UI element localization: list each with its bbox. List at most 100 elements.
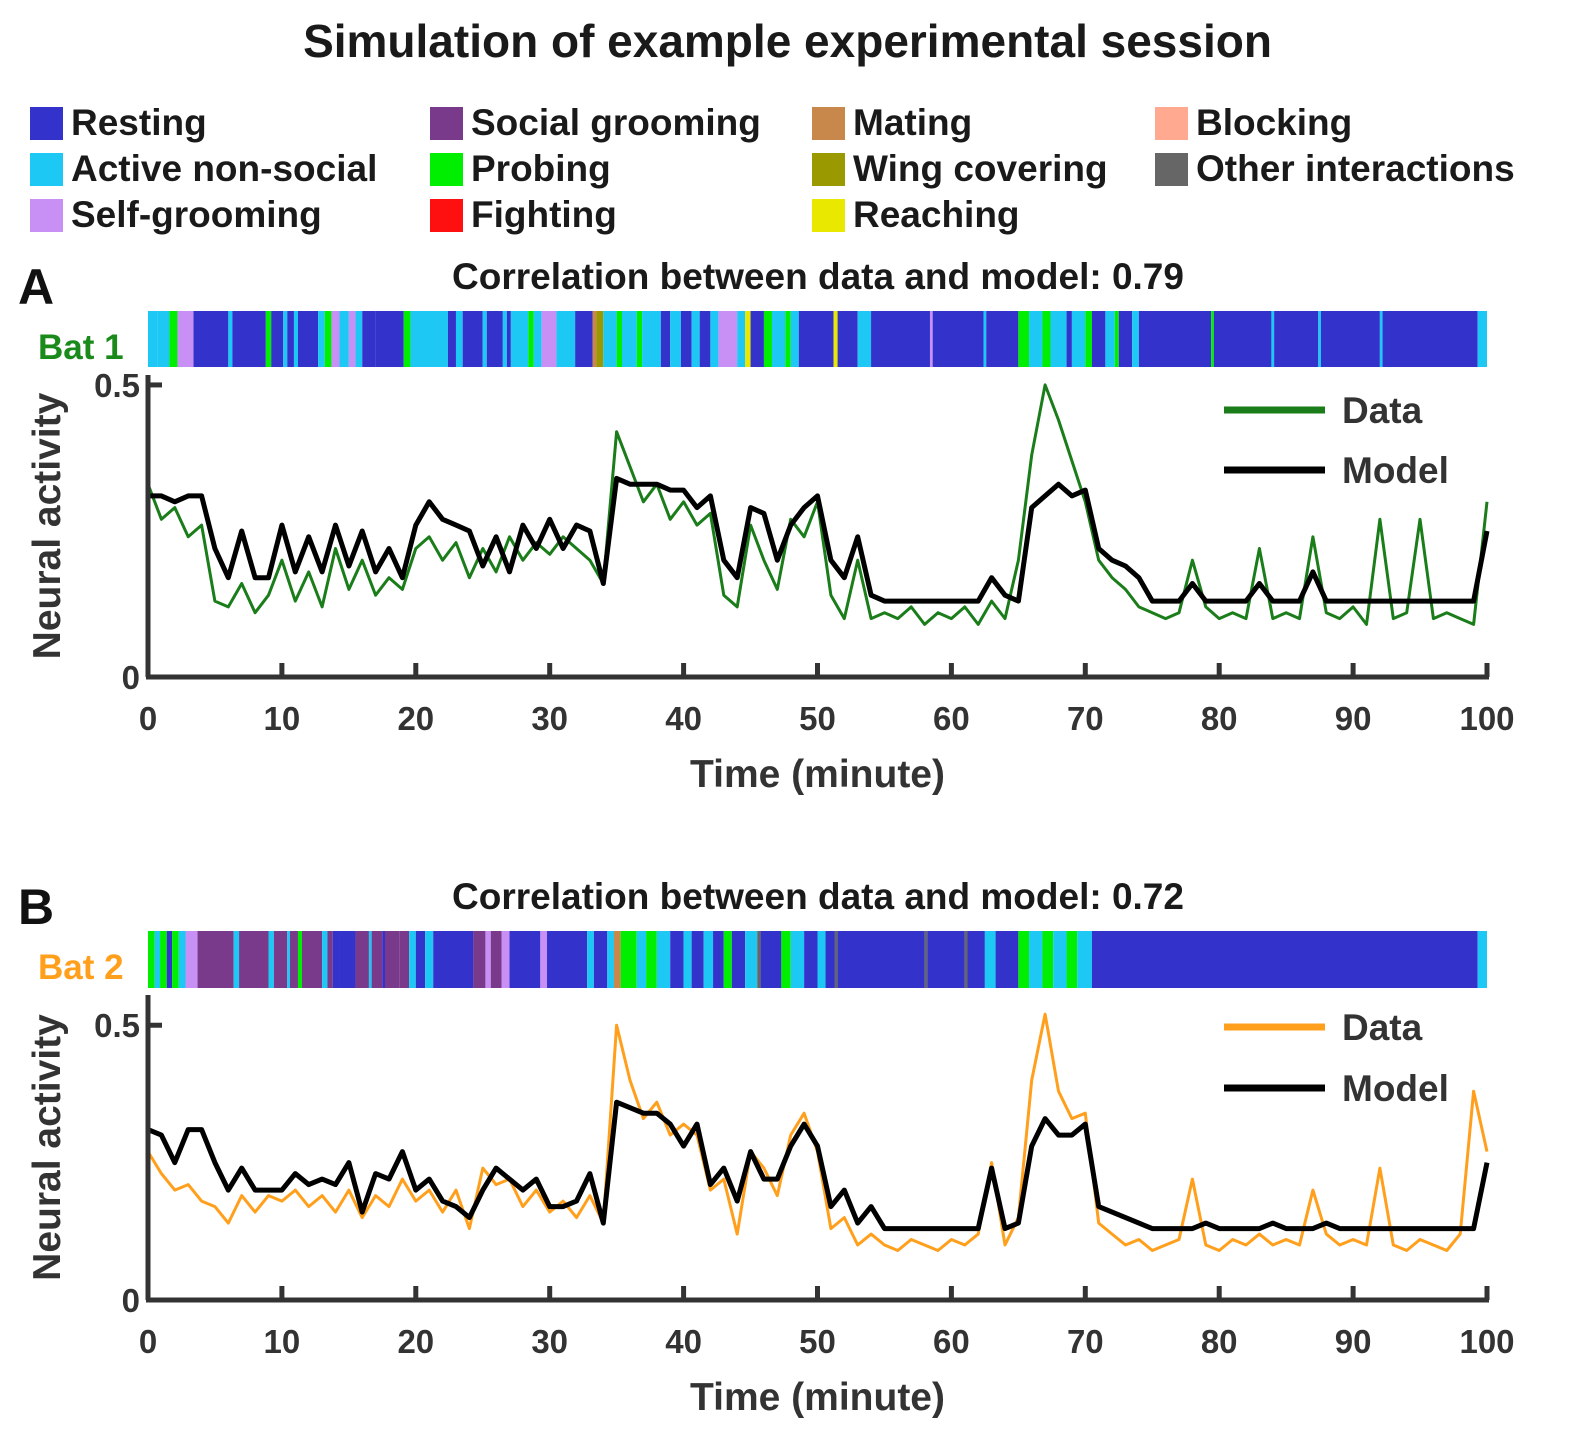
behavior-segment <box>737 311 746 367</box>
behavior-segment <box>1477 311 1487 367</box>
legend-swatch <box>1155 152 1188 186</box>
behavior-segment <box>790 311 799 367</box>
behavior-bar <box>148 931 1487 988</box>
behavior-segment <box>1042 311 1051 367</box>
legend-label: Mating <box>853 102 973 143</box>
behavior-segment <box>771 311 786 367</box>
behavior-segment <box>1050 311 1067 367</box>
behavior-segment <box>268 931 274 988</box>
x-axis-label: Time (minute) <box>690 753 945 796</box>
behavior-segment <box>924 931 928 988</box>
y-tick-label: 0 <box>122 659 140 696</box>
legend-label: Probing <box>471 148 611 189</box>
x-tick-label: 50 <box>799 700 836 737</box>
x-tick-label: 40 <box>665 700 702 737</box>
behavior-segment <box>593 931 608 988</box>
behavior-segment <box>233 931 240 988</box>
behavior-segment <box>228 311 233 367</box>
behavior-segment <box>547 931 588 988</box>
behavior-segment <box>983 311 987 367</box>
figure-title: Simulation of example experimental sessi… <box>303 15 1272 67</box>
x-tick-label: 80 <box>1201 1323 1238 1360</box>
behavior-segment <box>177 311 194 367</box>
behavior-segment <box>385 931 400 988</box>
behavior-segment <box>837 931 925 988</box>
panel-b-title: Correlation between data and model: 0.72 <box>452 876 1184 917</box>
behavior-segment <box>592 311 597 367</box>
behavior-segment <box>723 931 732 988</box>
legend-swatch <box>430 198 463 232</box>
bat-1-label: Bat 1 <box>38 328 124 367</box>
behavior-segment <box>1274 311 1319 367</box>
legend-swatch <box>812 152 845 186</box>
behavior-segment <box>324 311 332 367</box>
x-tick-label: 30 <box>531 1323 568 1360</box>
behavior-segment <box>1379 311 1383 367</box>
behavior-segment <box>485 931 491 988</box>
behavior-segment <box>197 931 234 988</box>
behavior-segment <box>986 311 1019 367</box>
legend-label-model: Model <box>1342 450 1449 491</box>
y-axis-label: Neural activity <box>26 1014 69 1281</box>
behavior-segment <box>1077 931 1092 988</box>
legend-label: Self-grooming <box>71 194 322 235</box>
behavior-segment <box>1105 311 1115 367</box>
behavior-segment <box>362 311 376 367</box>
behavior-segment <box>410 311 448 367</box>
behavior-segment <box>927 931 965 988</box>
behavior-segment <box>403 311 411 367</box>
behavior-segment <box>339 311 349 367</box>
behavior-segment <box>1477 931 1487 988</box>
behavior-segment <box>355 931 369 988</box>
behavior-segment <box>528 311 534 367</box>
behavior-segment <box>166 931 173 988</box>
behavior-segment <box>1018 931 1030 988</box>
behavior-segment <box>490 931 502 988</box>
behavior-segment <box>1085 311 1092 367</box>
panel-a-title: Correlation between data and model: 0.79 <box>452 256 1184 297</box>
legend-item-mating: Mating <box>812 102 972 144</box>
behavior-segment <box>642 311 661 367</box>
legend-item-resting: Resting <box>30 102 207 144</box>
legend-label-data: Data <box>1342 390 1423 431</box>
behavior-segment <box>660 311 671 367</box>
behavior-segment <box>596 311 604 367</box>
legend-label: Resting <box>71 102 207 143</box>
behavior-segment <box>501 931 510 988</box>
behavior-segment <box>556 311 576 367</box>
x-tick-label: 10 <box>264 700 301 737</box>
behavior-segment <box>817 931 826 988</box>
behavior-segment <box>1091 311 1106 367</box>
legend-item-fighting: Fighting <box>430 194 617 236</box>
x-tick-label: 40 <box>665 1323 702 1360</box>
behavior-segment <box>193 311 229 367</box>
behavior-segment <box>425 931 434 988</box>
behavior-segment <box>541 311 557 367</box>
legend-item-social-grooming: Social grooming <box>430 102 761 144</box>
behavior-segment <box>691 931 704 988</box>
behavior-segment <box>636 931 647 988</box>
legend-swatch <box>812 198 845 232</box>
x-tick-label: 80 <box>1201 700 1238 737</box>
behavior-segment <box>297 311 319 367</box>
x-tick-label: 20 <box>397 1323 434 1360</box>
behavior-segment <box>1382 311 1478 367</box>
behavior-segment <box>232 311 266 367</box>
behavior-segment <box>533 311 542 367</box>
behavior-segment <box>1138 311 1212 367</box>
legend-swatch <box>430 106 463 140</box>
x-tick-label: 100 <box>1459 700 1514 737</box>
behavior-segment <box>540 931 548 988</box>
behavior-segment <box>760 931 782 988</box>
x-tick-label: 70 <box>1067 700 1104 737</box>
behavior-segment <box>575 311 593 367</box>
behavior-segment <box>670 931 684 988</box>
behavior-segment <box>670 311 681 367</box>
x-tick-label: 70 <box>1067 1323 1104 1360</box>
behavior-segment <box>283 311 288 367</box>
behavior-segment <box>636 311 643 367</box>
behavior-segment <box>613 931 621 988</box>
behavior-segment <box>763 311 772 367</box>
behavior-segment <box>790 931 805 988</box>
x-tick-label: 10 <box>264 1323 301 1360</box>
